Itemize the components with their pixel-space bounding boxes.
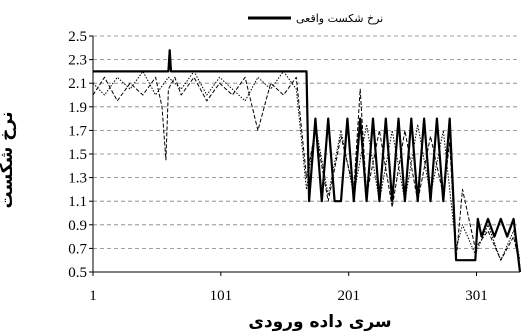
x-tick-label: 101 [210,288,233,304]
y-tick-label: 1.1 [68,194,87,210]
legend: نرخ شکست واقعی [248,12,383,25]
y-tick-label: 0.9 [68,218,87,234]
y-tick-labels: 0.5 0.7 0.9 1.1 1.3 1.5 1.7 1.9 2.1 2.3 2.5 [68,29,93,281]
y-tick-label: 0.5 [68,265,87,281]
x-axis-label: سری داده ورودی [248,312,391,332]
x-tick-label: 201 [337,288,360,304]
y-tick-label: 0.7 [68,241,87,257]
y-tick-label: 2.3 [68,53,87,69]
x-tick-labels: 1 101 201 301 [89,272,488,304]
legend-entry-label: نرخ شکست واقعی [296,12,383,25]
y-tick-label: 1.7 [68,123,87,139]
y-tick-label: 1.9 [68,100,87,116]
y-gridlines [93,35,520,249]
y-tick-label: 1.5 [68,147,87,163]
y-axis-label: نرخ شکست [0,111,17,208]
y-tick-label: 2.5 [68,29,87,45]
y-tick-label: 1.3 [68,171,87,187]
x-tick-label: 301 [465,288,488,304]
series-lines [92,49,522,273]
x-tick-label: 1 [89,288,97,304]
series-line-solid-thick [93,49,522,273]
y-tick-label: 2.1 [68,76,87,92]
